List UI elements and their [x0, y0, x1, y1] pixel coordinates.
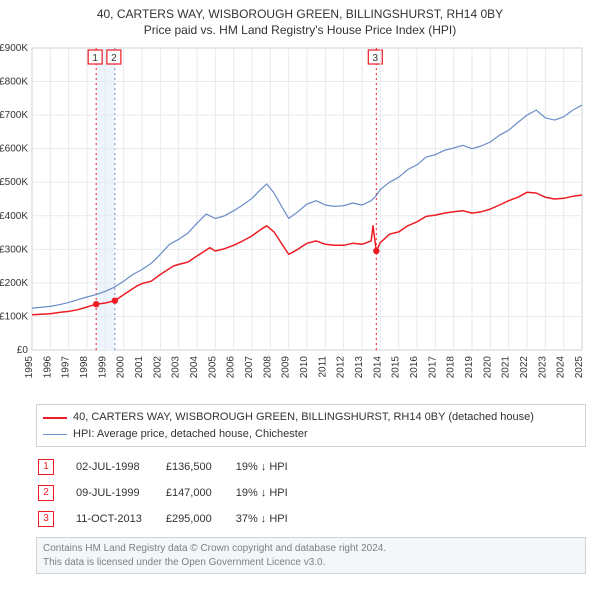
svg-text:2004: 2004: [189, 356, 200, 379]
svg-text:2018: 2018: [446, 356, 457, 379]
svg-text:2006: 2006: [226, 356, 237, 379]
svg-text:2019: 2019: [464, 356, 475, 379]
svg-text:2005: 2005: [207, 356, 218, 379]
svg-text:2025: 2025: [574, 356, 585, 379]
svg-text:2003: 2003: [171, 356, 182, 379]
legend-swatch-property: [43, 417, 67, 419]
svg-text:2015: 2015: [391, 356, 402, 379]
sales-table: 1 02-JUL-1998£136,50019% ↓ HPI 2 09-JUL-199…: [36, 453, 312, 533]
sale-date: 02-JUL-1998: [76, 455, 164, 479]
svg-text:2007: 2007: [244, 356, 255, 379]
table-row: 3 11-OCT-2013£295,00037% ↓ HPI: [38, 507, 310, 531]
legend-row-hpi: HPI: Average price, detached house, Chic…: [43, 426, 579, 443]
svg-text:£200K: £200K: [0, 278, 28, 289]
chart: 123£0£100K£200K£300K£400K£500K£600K£700K…: [32, 44, 592, 396]
svg-text:£800K: £800K: [0, 77, 28, 88]
attribution-line2: This data is licensed under the Open Gov…: [43, 556, 579, 570]
svg-text:2011: 2011: [317, 356, 328, 378]
chart-title-line2: Price paid vs. HM Land Registry's House …: [0, 22, 600, 38]
svg-text:2002: 2002: [152, 356, 163, 379]
sale-date: 09-JUL-1999: [76, 481, 164, 505]
sale-diff: 19% ↓ HPI: [236, 455, 310, 479]
legend-label-hpi: HPI: Average price, detached house, Chic…: [73, 426, 308, 443]
svg-text:2014: 2014: [372, 356, 383, 379]
sale-badge: 1: [38, 459, 54, 475]
chart-title-block: 40, CARTERS WAY, WISBOROUGH GREEN, BILLI…: [0, 0, 600, 38]
legend: 40, CARTERS WAY, WISBOROUGH GREEN, BILLI…: [36, 404, 586, 447]
svg-text:£0: £0: [17, 345, 29, 356]
sale-badge: 3: [38, 511, 54, 527]
sale-diff: 37% ↓ HPI: [236, 507, 310, 531]
legend-row-property: 40, CARTERS WAY, WISBOROUGH GREEN, BILLI…: [43, 409, 579, 426]
svg-text:1: 1: [92, 53, 98, 64]
svg-text:£900K: £900K: [0, 43, 28, 54]
legend-swatch-hpi: [43, 434, 67, 435]
svg-text:2010: 2010: [299, 356, 310, 379]
svg-text:2000: 2000: [116, 356, 127, 379]
svg-text:2012: 2012: [336, 356, 347, 379]
svg-text:1995: 1995: [24, 356, 35, 379]
svg-text:2001: 2001: [134, 356, 145, 379]
sale-price: £136,500: [166, 455, 234, 479]
svg-text:2021: 2021: [501, 356, 512, 379]
sale-price: £147,000: [166, 481, 234, 505]
sale-date: 11-OCT-2013: [76, 507, 164, 531]
svg-text:£100K: £100K: [0, 312, 28, 323]
svg-text:1996: 1996: [42, 356, 53, 379]
chart-svg: 123£0£100K£200K£300K£400K£500K£600K£700K…: [32, 44, 592, 396]
svg-text:2022: 2022: [519, 356, 530, 379]
svg-text:£700K: £700K: [0, 110, 28, 121]
svg-text:2013: 2013: [354, 356, 365, 379]
svg-text:£300K: £300K: [0, 245, 28, 256]
svg-text:1997: 1997: [61, 356, 72, 379]
svg-text:£600K: £600K: [0, 144, 28, 155]
svg-text:3: 3: [373, 53, 379, 64]
svg-text:2008: 2008: [262, 356, 273, 379]
sale-diff: 19% ↓ HPI: [236, 481, 310, 505]
svg-text:2009: 2009: [281, 356, 292, 379]
legend-label-property: 40, CARTERS WAY, WISBOROUGH GREEN, BILLI…: [73, 409, 534, 426]
svg-text:2016: 2016: [409, 356, 420, 379]
attribution-line1: Contains HM Land Registry data © Crown c…: [43, 542, 579, 556]
svg-text:£500K: £500K: [0, 178, 28, 189]
chart-title-line1: 40, CARTERS WAY, WISBOROUGH GREEN, BILLI…: [0, 6, 600, 22]
table-row: 1 02-JUL-1998£136,50019% ↓ HPI: [38, 455, 310, 479]
svg-text:2023: 2023: [537, 356, 548, 379]
attribution: Contains HM Land Registry data © Crown c…: [36, 537, 586, 574]
svg-text:£400K: £400K: [0, 211, 28, 222]
svg-text:2017: 2017: [427, 356, 438, 379]
svg-text:2: 2: [111, 53, 117, 64]
sale-badge: 2: [38, 485, 54, 501]
svg-text:1999: 1999: [97, 356, 108, 379]
svg-text:2020: 2020: [482, 356, 493, 379]
sale-price: £295,000: [166, 507, 234, 531]
svg-text:2024: 2024: [556, 356, 567, 379]
table-row: 2 09-JUL-1999£147,00019% ↓ HPI: [38, 481, 310, 505]
svg-text:1998: 1998: [79, 356, 90, 379]
